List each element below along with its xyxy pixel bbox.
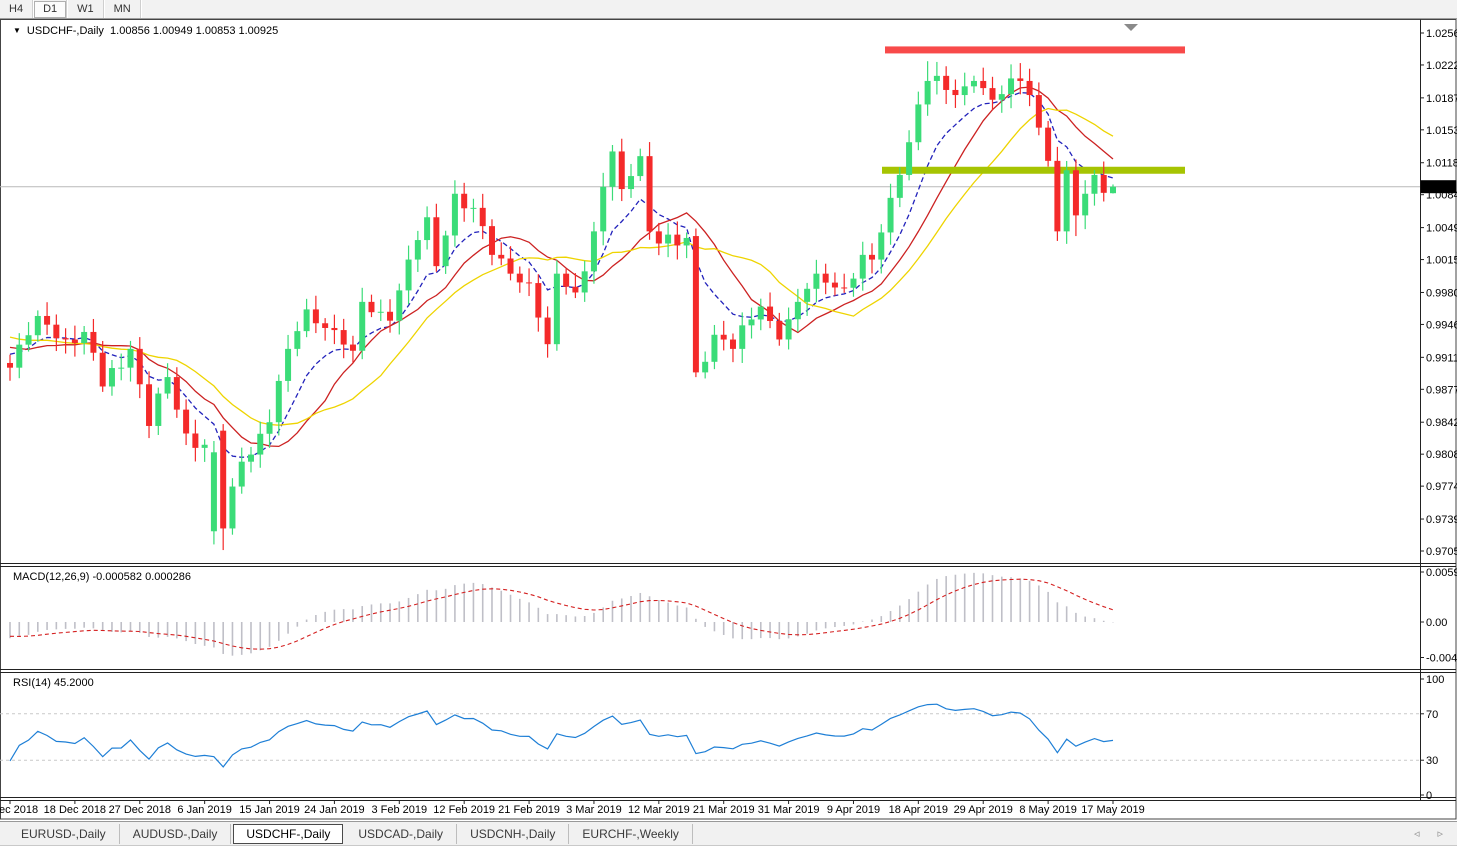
macd-signal-line bbox=[9, 578, 1114, 650]
svg-text:-0.00424: -0.00424 bbox=[1426, 653, 1457, 665]
macd-panel bbox=[9, 572, 1114, 656]
chart-frame bbox=[0, 19, 1457, 820]
timeframe-button-h4[interactable]: H4 bbox=[9, 2, 24, 15]
svg-text:100: 100 bbox=[1426, 674, 1444, 686]
svg-text:17 May 2019: 17 May 2019 bbox=[1081, 804, 1145, 816]
current-price-tag: 1.00925 bbox=[1420, 180, 1457, 194]
svg-text:1.02560: 1.02560 bbox=[1426, 28, 1457, 40]
svg-text:1.00490: 1.00490 bbox=[1426, 223, 1457, 235]
svg-text:27 Dec 2018: 27 Dec 2018 bbox=[109, 804, 171, 816]
ma-fast-line bbox=[9, 91, 1114, 458]
chart-shift-marker-icon[interactable] bbox=[1124, 24, 1138, 31]
svg-text:18 Dec 2018: 18 Dec 2018 bbox=[44, 804, 106, 816]
timeframe-toolbar: H4 D1 W1 MN bbox=[0, 0, 1457, 19]
svg-text:3 Feb 2019: 3 Feb 2019 bbox=[371, 804, 427, 816]
svg-text:0: 0 bbox=[1426, 790, 1432, 802]
svg-text:1.01180: 1.01180 bbox=[1426, 158, 1457, 170]
main-price-panel bbox=[0, 24, 1420, 458]
symbol-tabbar: EURUSD-,Daily AUDUSD-,Daily USDCHF-,Daily U… bbox=[0, 821, 1457, 846]
svg-text:70: 70 bbox=[1426, 709, 1438, 721]
svg-text:1.02220: 1.02220 bbox=[1426, 60, 1457, 72]
price-scale[interactable]: 1.025601.022201.018701.015301.011801.008… bbox=[1420, 28, 1457, 802]
svg-text:9 Apr 2019: 9 Apr 2019 bbox=[827, 804, 880, 816]
symbol-tab-audusd-daily[interactable]: AUDUSD-,Daily bbox=[120, 823, 232, 844]
tab-scroll-arrows: ◃ ▹ bbox=[1414, 827, 1443, 840]
macd-indicator-label: MACD(12,26,9) -0.000582 0.000286 bbox=[13, 571, 191, 583]
svg-text:21 Feb 2019: 21 Feb 2019 bbox=[498, 804, 560, 816]
svg-text:30: 30 bbox=[1426, 755, 1438, 767]
toolbar-separator bbox=[102, 0, 105, 18]
svg-text:31 Mar 2019: 31 Mar 2019 bbox=[758, 804, 820, 816]
svg-text:0.00597: 0.00597 bbox=[1426, 567, 1457, 579]
ma-medium-line bbox=[9, 86, 1114, 448]
svg-text:12 Mar 2019: 12 Mar 2019 bbox=[628, 804, 690, 816]
rsi-line bbox=[9, 703, 1114, 768]
svg-text:0.00: 0.00 bbox=[1426, 617, 1447, 629]
svg-text:8 May 2019: 8 May 2019 bbox=[1019, 804, 1076, 816]
svg-text:3 Mar 2019: 3 Mar 2019 bbox=[566, 804, 622, 816]
svg-text:1.01870: 1.01870 bbox=[1426, 93, 1457, 105]
svg-text:12 Feb 2019: 12 Feb 2019 bbox=[433, 804, 495, 816]
svg-text:18 Apr 2019: 18 Apr 2019 bbox=[889, 804, 948, 816]
candles-layer bbox=[7, 61, 1116, 551]
macd-histogram bbox=[9, 572, 1114, 656]
rsi-panel bbox=[0, 703, 1420, 768]
chart-title: ▼ USDCHF-,Daily 1.00856 1.00949 1.00853 1… bbox=[13, 25, 278, 37]
timeframe-button-w1[interactable]: W1 bbox=[77, 2, 94, 15]
svg-text:1.01530: 1.01530 bbox=[1426, 125, 1457, 137]
tabs-scroll-left-icon[interactable]: ◃ bbox=[1413, 828, 1420, 840]
symbol-dropdown-icon[interactable]: ▼ bbox=[13, 26, 21, 35]
toolbar-separator bbox=[139, 0, 142, 18]
symbol-tab-eurusd-daily[interactable]: EURUSD-,Daily bbox=[8, 823, 120, 844]
symbol-tab-usdchf-daily[interactable]: USDCHF-,Daily bbox=[233, 823, 344, 844]
svg-text:6 Jan 2019: 6 Jan 2019 bbox=[177, 804, 231, 816]
svg-text:21 Mar 2019: 21 Mar 2019 bbox=[693, 804, 755, 816]
svg-text:15 Jan 2019: 15 Jan 2019 bbox=[239, 804, 300, 816]
svg-text:9 Dec 2018: 9 Dec 2018 bbox=[0, 804, 38, 816]
svg-text:1.00925: 1.00925 bbox=[1423, 182, 1457, 194]
symbol-tab-usdcad-daily[interactable]: USDCAD-,Daily bbox=[345, 823, 458, 844]
svg-text:24 Jan 2019: 24 Jan 2019 bbox=[304, 804, 365, 816]
resistance-line[interactable] bbox=[885, 46, 1185, 54]
toolbar-separator bbox=[66, 0, 69, 18]
symbol-tab-usdcnh-daily[interactable]: USDCNH-,Daily bbox=[457, 823, 570, 844]
symbol-tab-eurchf-weekly[interactable]: EURCHF-,Weekly bbox=[569, 823, 693, 844]
tabs-scroll-right-icon[interactable]: ▹ bbox=[1437, 828, 1443, 840]
timeframe-button-mn[interactable]: MN bbox=[113, 2, 131, 15]
svg-text:29 Apr 2019: 29 Apr 2019 bbox=[954, 804, 1013, 816]
chart-symbol-label: USDCHF-,Daily bbox=[26, 25, 104, 37]
ma-slow-line bbox=[9, 107, 1114, 426]
support-line[interactable] bbox=[882, 166, 1185, 174]
toolbar-separator bbox=[32, 0, 35, 18]
rsi-indicator-label: RSI(14) 45.2000 bbox=[13, 677, 94, 689]
timeframe-button-d1[interactable]: D1 bbox=[34, 0, 67, 18]
chart-ohlc-values: 1.00856 1.00949 1.00853 1.00925 bbox=[110, 25, 279, 37]
